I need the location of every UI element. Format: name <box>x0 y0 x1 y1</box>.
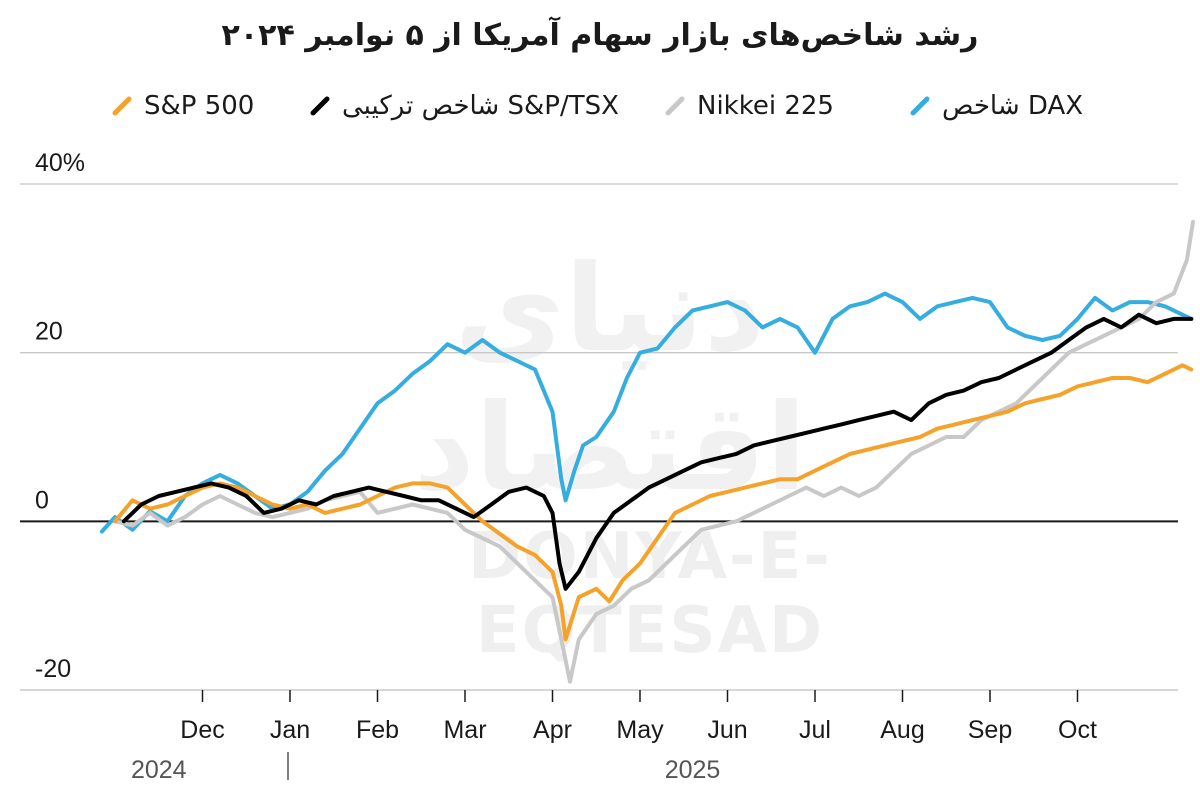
legend-item-dax: شاخص DAX <box>910 86 1083 126</box>
legend-label-dax: شاخص DAX <box>942 91 1084 121</box>
legend-swatch-dax <box>910 96 930 116</box>
legend-swatch-tsx <box>310 96 330 116</box>
x-tick-label: Oct <box>1058 716 1097 744</box>
legend-label-tsx: شاخص ترکیبی S&P/TSX <box>342 91 619 121</box>
watermark-fa: دنیای اقتصاد <box>413 240 807 518</box>
x-axis: Dec Jan Feb Mar Apr May Jun Jul Aug Sep Oct 2024 202… <box>20 689 1178 784</box>
series-line-2 <box>113 363 1194 642</box>
x-tick-label: Aug <box>880 716 924 744</box>
x-tick-label: Jan <box>270 716 310 744</box>
chart-title: رشد شاخص‌های بازار سهام آمریکا از ۵ نوام… <box>221 18 979 53</box>
series-line-0 <box>99 291 1194 534</box>
y-tick-label: 0 <box>35 486 49 514</box>
x-tick-label: Jun <box>707 716 747 744</box>
legend-label-sp500: S&P 500 <box>144 91 255 121</box>
x-tick-label: Jul <box>799 716 831 744</box>
watermark-en: DONYA-E-EQTESAD <box>468 520 832 668</box>
legend-label-nikkei: Nikkei 225 <box>697 91 834 121</box>
legend-item-sp500: S&P 500 <box>112 86 254 126</box>
y-tick-label: -20 <box>35 655 71 683</box>
year-label: 2024 <box>131 756 187 784</box>
legend-swatch-nikkei <box>665 96 685 116</box>
legend: شاخص DAX Nikkei 225 شاخص ترکیبی S&P/TSX … <box>0 86 1200 126</box>
series-line-1 <box>113 219 1195 684</box>
y-axis-labels: 40% 20 0 -20 <box>35 149 85 683</box>
x-tick-label: Dec <box>180 716 224 744</box>
x-tick-label: Apr <box>533 716 572 744</box>
year-label: 2025 <box>665 756 721 784</box>
x-tick-label: Feb <box>356 716 399 744</box>
legend-item-nikkei: Nikkei 225 <box>665 86 834 126</box>
line-chart: 40% 20 0 -20 Dec Jan Feb Mar Apr May Jun Jul Aug Sep… <box>20 149 1195 784</box>
series-line-3 <box>121 312 1194 591</box>
legend-item-tsx: شاخص ترکیبی S&P/TSX <box>310 86 619 126</box>
x-tick-label: May <box>616 716 664 744</box>
series-lines <box>99 219 1195 684</box>
x-tick-label: Sep <box>968 716 1012 744</box>
y-tick-label: 40% <box>35 149 85 177</box>
legend-swatch-sp500 <box>112 96 132 116</box>
y-tick-label: 20 <box>35 318 63 346</box>
x-tick-label: Mar <box>443 716 486 744</box>
